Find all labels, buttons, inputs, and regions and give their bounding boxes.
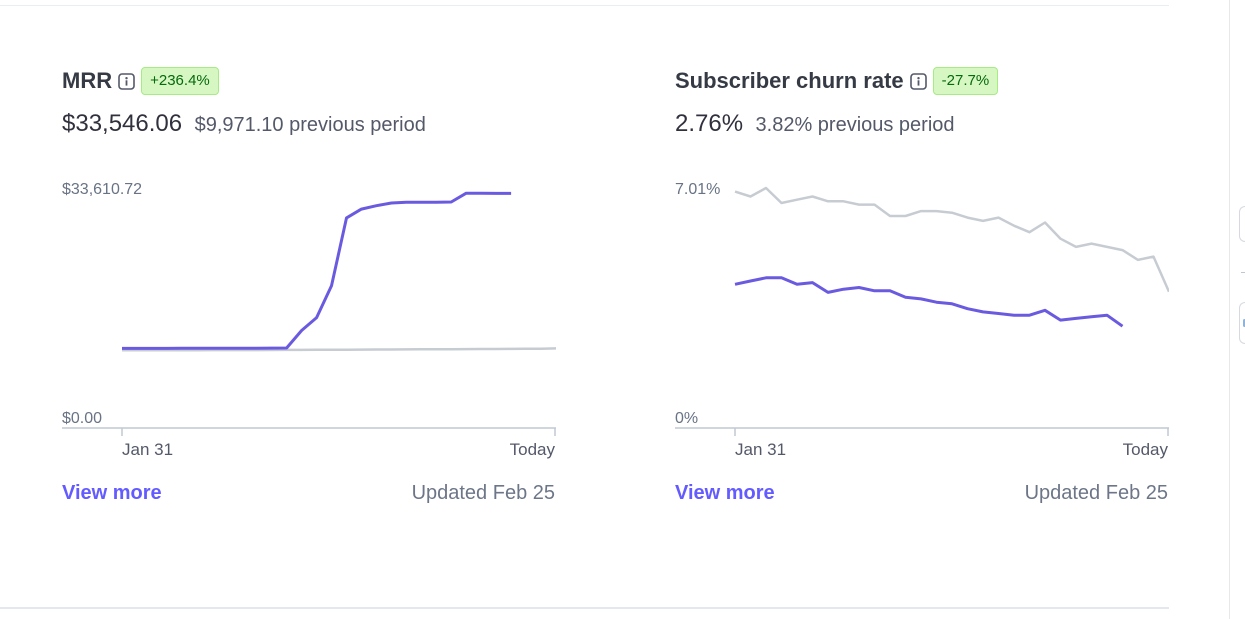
churn-updated-text: Updated Feb 25 bbox=[1024, 482, 1168, 504]
mrr-chart[interactable]: $33,610.72 $0.00 Jan 31 Today bbox=[62, 172, 557, 476]
churn-chart[interactable]: 7.01% 0% Jan 31 Today bbox=[675, 172, 1171, 476]
mrr-value-row: $33,546.06 $9,971.10 previous period bbox=[62, 110, 426, 138]
mrr-previous-value: $9,971.10 previous period bbox=[194, 114, 426, 136]
mrr-updated-text: Updated Feb 25 bbox=[411, 482, 555, 504]
y-axis-min-label: 0% bbox=[675, 410, 698, 427]
current-period-line bbox=[122, 191, 512, 350]
mrr-card: MRR +236.4% $33,546.06 $9,971.10 previou… bbox=[62, 60, 557, 520]
side-panel-marker bbox=[1241, 272, 1245, 273]
current-period-line bbox=[734, 276, 1124, 328]
mrr-line-chart: $33,610.72 $0.00 Jan 31 Today bbox=[62, 181, 557, 459]
bottom-divider bbox=[0, 607, 1169, 609]
info-icon[interactable] bbox=[118, 72, 135, 90]
previous-period-line bbox=[122, 347, 557, 352]
mrr-value: $33,546.06 bbox=[62, 110, 183, 137]
churn-previous-value: 3.82% previous period bbox=[755, 114, 955, 136]
churn-value-row: 2.76% 3.82% previous period bbox=[675, 110, 955, 138]
mrr-footer: View more Updated Feb 25 bbox=[62, 482, 556, 510]
x-axis-end-label: Today bbox=[1123, 440, 1169, 459]
panel-edge bbox=[1229, 0, 1230, 619]
churn-title: Subscriber churn rate bbox=[675, 68, 904, 93]
mrr-change-badge: +236.4% bbox=[141, 67, 219, 95]
y-axis-max-label: 7.01% bbox=[675, 181, 720, 198]
churn-change-badge: -27.7% bbox=[932, 67, 999, 95]
churn-line-chart: 7.01% 0% Jan 31 Today bbox=[675, 181, 1171, 459]
x-axis-end-label: Today bbox=[510, 440, 556, 459]
mrr-title-row: MRR +236.4% bbox=[62, 66, 219, 96]
mrr-view-more-link[interactable]: View more bbox=[62, 482, 162, 504]
mrr-title: MRR bbox=[62, 68, 113, 93]
x-axis-start-label: Jan 31 bbox=[122, 440, 173, 459]
previous-period-line bbox=[734, 186, 1171, 293]
churn-view-more-link[interactable]: View more bbox=[675, 482, 775, 504]
churn-title-row: Subscriber churn rate -27.7% bbox=[675, 66, 999, 96]
side-panel-tab[interactable] bbox=[1239, 206, 1245, 242]
x-axis-start-label: Jan 31 bbox=[735, 440, 786, 459]
churn-card: Subscriber churn rate -27.7% 2.76% 3.82%… bbox=[675, 60, 1171, 520]
side-panel-tab[interactable] bbox=[1239, 302, 1245, 344]
info-icon[interactable] bbox=[909, 72, 927, 90]
y-axis-min-label: $0.00 bbox=[62, 410, 102, 427]
churn-value: 2.76% bbox=[675, 110, 744, 137]
churn-footer: View more Updated Feb 25 bbox=[675, 482, 1169, 510]
y-axis-max-label: $33,610.72 bbox=[62, 181, 142, 198]
top-divider bbox=[0, 5, 1169, 6]
